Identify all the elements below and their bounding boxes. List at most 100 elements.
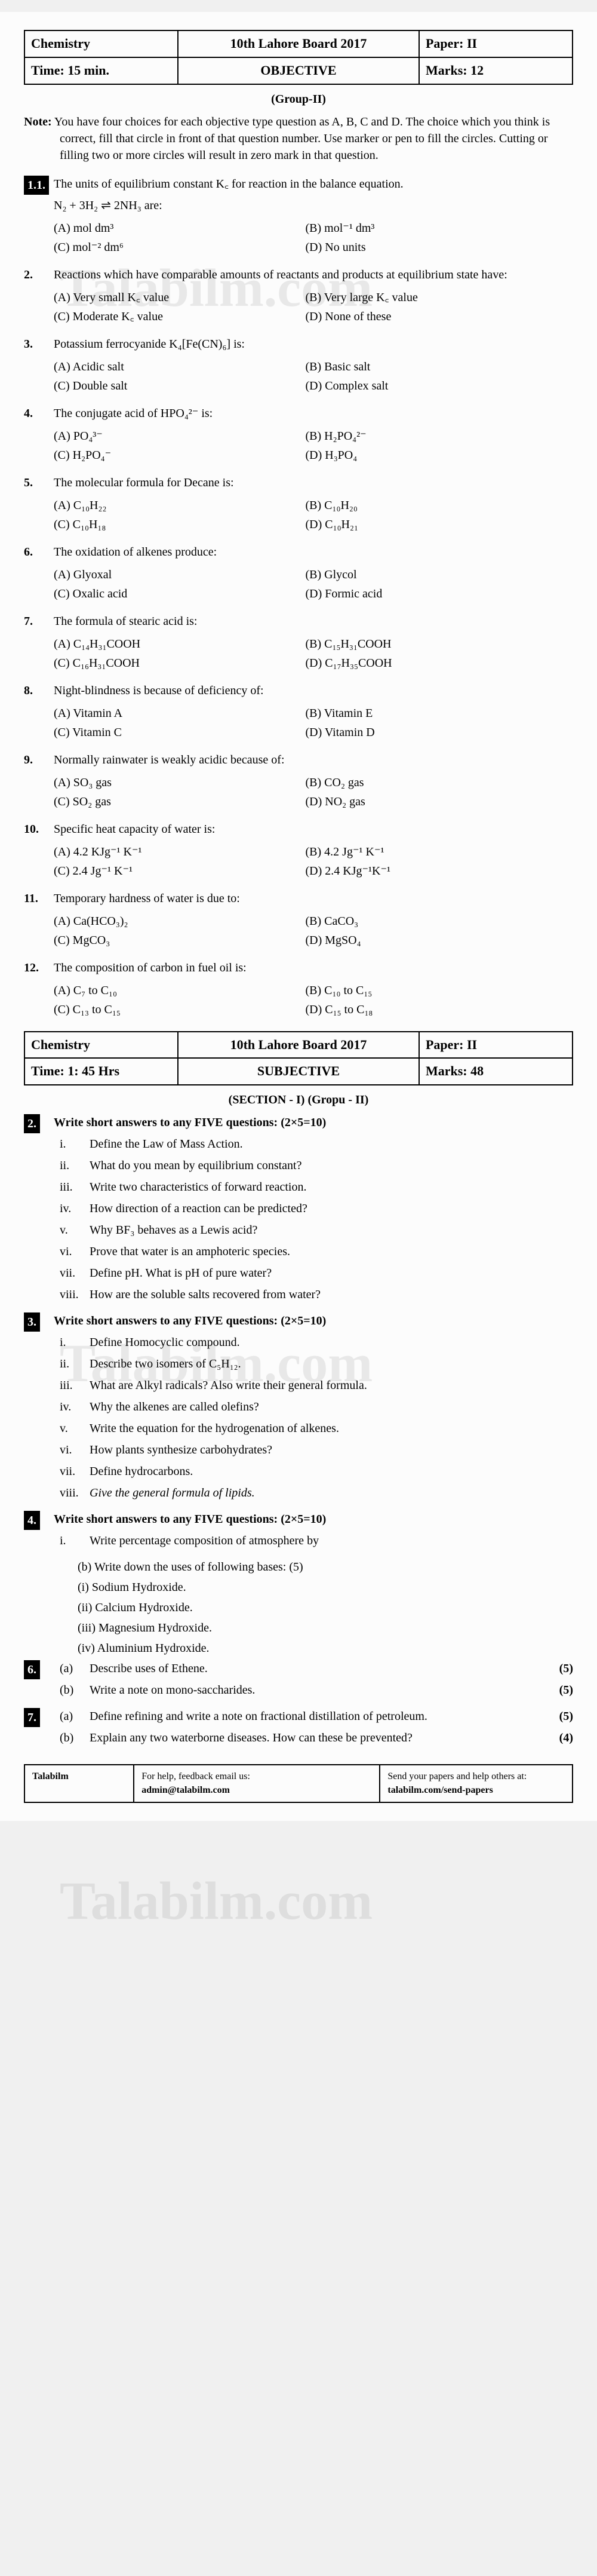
marks-cell: Marks: 48 bbox=[419, 1058, 573, 1085]
question-number: 3. bbox=[24, 336, 48, 352]
choice: (A) Very small K꜀ value bbox=[54, 288, 288, 307]
sub-question: iv. How direction of a reaction can be p… bbox=[54, 1200, 573, 1217]
sub-question-text: Prove that water is an amphoteric specie… bbox=[90, 1245, 290, 1258]
choice: (D) NO₂ gas bbox=[306, 792, 540, 811]
choice: (C) 2.4 Jg⁻¹ K⁻¹ bbox=[54, 861, 288, 881]
group-label: (Group-II) bbox=[24, 91, 573, 108]
note-label: Note: bbox=[24, 115, 52, 128]
sub-extra-line: (i) Sodium Hydroxide. bbox=[24, 1579, 573, 1596]
choice: (C) C₁₀H₁₈ bbox=[54, 515, 288, 534]
choice: (D) MgSO₄ bbox=[306, 931, 540, 950]
footer-mid: For help, feedback email us: admin@talab… bbox=[134, 1765, 380, 1802]
choice: (D) C₁₇H₃₅COOH bbox=[306, 654, 540, 673]
objective-question: 3. Potassium ferrocyanide K₄[Fe(CN)₆] is… bbox=[24, 336, 573, 395]
sub-question: iii. What are Alkyl radicals? Also write… bbox=[54, 1377, 573, 1394]
watermark: Talabilm.com bbox=[60, 1864, 373, 1939]
choices: (A) Very small K꜀ value(B) Very large K꜀… bbox=[54, 288, 573, 326]
sub-question-number: i. bbox=[60, 1334, 66, 1351]
choice: (B) mol⁻¹ dm³ bbox=[306, 219, 540, 238]
sub-question-number: vi. bbox=[60, 1442, 72, 1458]
choices: (A) Glyoxal(B) Glycol(C) Oxalic acid(D) … bbox=[54, 565, 573, 603]
question-number: 5. bbox=[24, 474, 48, 491]
choice: (A) Vitamin A bbox=[54, 704, 288, 723]
sub-question-number: ii. bbox=[60, 1356, 69, 1372]
question-number: 10. bbox=[24, 821, 48, 838]
short-answer-block: 2. Write short answers to any FIVE quest… bbox=[24, 1114, 573, 1303]
question-number: 12. bbox=[24, 959, 48, 976]
sub-question-text: How are the soluble salts recovered from… bbox=[90, 1288, 321, 1301]
part-label: (a) bbox=[60, 1708, 73, 1725]
instructions-note: Note: You have four choices for each obj… bbox=[24, 114, 573, 164]
question-extra: N₂ + 3H₂ ⇌ 2NH₃ are: bbox=[54, 197, 573, 214]
long-question: 7. (a) Define refining and write a note … bbox=[24, 1708, 573, 1746]
block-number: 3. bbox=[24, 1312, 48, 1332]
choice: (D) H₃PO₄ bbox=[306, 446, 540, 465]
part-text: Describe uses of Ethene. bbox=[90, 1662, 208, 1675]
question-number-box: 7. bbox=[24, 1708, 40, 1727]
question-number-box: 6. bbox=[24, 1660, 40, 1679]
question-text: The oxidation of alkenes produce: bbox=[54, 544, 573, 560]
choice: (D) Formic acid bbox=[306, 584, 540, 603]
footer-right: Send your papers and help others at: tal… bbox=[380, 1765, 572, 1802]
sub-question: v. Why BF₃ behaves as a Lewis acid? bbox=[54, 1222, 573, 1238]
choice: (C) SO₂ gas bbox=[54, 792, 288, 811]
choice: (D) No units bbox=[306, 238, 540, 257]
header-objective: Chemistry 10th Lahore Board 2017 Paper: … bbox=[24, 30, 573, 85]
sub-question-text: Describe two isomers of C₅H₁₂. bbox=[90, 1357, 241, 1370]
sub-question: vi. Prove that water is an amphoteric sp… bbox=[54, 1243, 573, 1260]
choice: (A) Glyoxal bbox=[54, 565, 288, 584]
paper-cell: Paper: II bbox=[419, 1032, 573, 1059]
page-footer: Talabilm For help, feedback email us: ad… bbox=[24, 1764, 573, 1803]
block-number: 2. bbox=[24, 1114, 48, 1133]
choice: (D) C₁₅ to C₁₈ bbox=[306, 1000, 540, 1019]
sub-question: viii. How are the soluble salts recovere… bbox=[54, 1286, 573, 1303]
part-marks: (5) bbox=[559, 1682, 573, 1698]
choice: (D) Vitamin D bbox=[306, 723, 540, 742]
choices: (A) C₇ to C₁₀(B) C₁₀ to C₁₅(C) C₁₃ to C₁… bbox=[54, 981, 573, 1019]
choice: (A) C₁₀H₂₂ bbox=[54, 496, 288, 515]
objective-question: 5. The molecular formula for Decane is: … bbox=[24, 474, 573, 534]
question-number: 6. bbox=[24, 544, 48, 560]
short-answer-block: 3. Write short answers to any FIVE quest… bbox=[24, 1312, 573, 1501]
question-number-box: 4. bbox=[24, 1511, 40, 1530]
block-title: Write short answers to any FIVE question… bbox=[54, 1312, 573, 1329]
question-number-box: 3. bbox=[24, 1312, 40, 1332]
sub-question: vii. Define pH. What is pH of pure water… bbox=[54, 1265, 573, 1281]
choice: (A) SO₃ gas bbox=[54, 773, 288, 792]
sub-question-text: Why the alkenes are called olefins? bbox=[90, 1400, 259, 1413]
choice: (C) H₂PO₄⁻ bbox=[54, 446, 288, 465]
sub-question-number: v. bbox=[60, 1222, 68, 1238]
choice: (B) Basic salt bbox=[306, 357, 540, 376]
choice: (B) C₁₅H₃₁COOH bbox=[306, 634, 540, 654]
sub-extra-line: (iii) Magnesium Hydroxide. bbox=[24, 1620, 573, 1636]
sub-question: vii. Define hydrocarbons. bbox=[54, 1463, 573, 1480]
choice: (D) C₁₀H₂₁ bbox=[306, 515, 540, 534]
choice: (C) Moderate K꜀ value bbox=[54, 307, 288, 326]
time-cell: Time: 15 min. bbox=[24, 57, 178, 84]
choice: (A) PO₄³⁻ bbox=[54, 427, 288, 446]
block-title: Write short answers to any FIVE question… bbox=[54, 1511, 573, 1528]
footer-brand: Talabilm bbox=[25, 1765, 134, 1802]
objective-question: 4. The conjugate acid of HPO₄²⁻ is: (A) … bbox=[24, 405, 573, 465]
sub-question-text: Write the equation for the hydrogenation… bbox=[90, 1422, 339, 1435]
sub-question-text: Define pH. What is pH of pure water? bbox=[90, 1266, 272, 1280]
part-text: Explain any two waterborne diseases. How… bbox=[90, 1731, 413, 1744]
choice: (C) Vitamin C bbox=[54, 723, 288, 742]
part-label: (b) bbox=[60, 1682, 73, 1698]
objective-question: 11. Temporary hardness of water is due t… bbox=[24, 890, 573, 950]
question-number: 1.1. bbox=[24, 176, 48, 195]
choice: (B) C₁₀H₂₀ bbox=[306, 496, 540, 515]
question-text: Night-blindness is because of deficiency… bbox=[54, 682, 573, 699]
objective-question: 8. Night-blindness is because of deficie… bbox=[24, 682, 573, 742]
choices: (A) Vitamin A(B) Vitamin E(C) Vitamin C(… bbox=[54, 704, 573, 742]
sub-question: viii. Give the general formula of lipids… bbox=[54, 1485, 573, 1501]
part-marks: (5) bbox=[559, 1708, 573, 1725]
sub-question-number: vii. bbox=[60, 1265, 75, 1281]
choice: (A) Ca(HCO₃)₂ bbox=[54, 912, 288, 931]
choices: (A) PO₄³⁻(B) H₂PO₄²⁻(C) H₂PO₄⁻(D) H₃PO₄ bbox=[54, 427, 573, 465]
objective-question: 1.1. The units of equilibrium constant K… bbox=[24, 176, 573, 257]
sub-question-text: Write two characteristics of forward rea… bbox=[90, 1180, 306, 1194]
sub-question-text: Why BF₃ behaves as a Lewis acid? bbox=[90, 1223, 257, 1237]
footer-help-label: For help, feedback email us: bbox=[141, 1771, 250, 1781]
long-question-part: (a) Describe uses of Ethene. (5) bbox=[54, 1660, 573, 1677]
